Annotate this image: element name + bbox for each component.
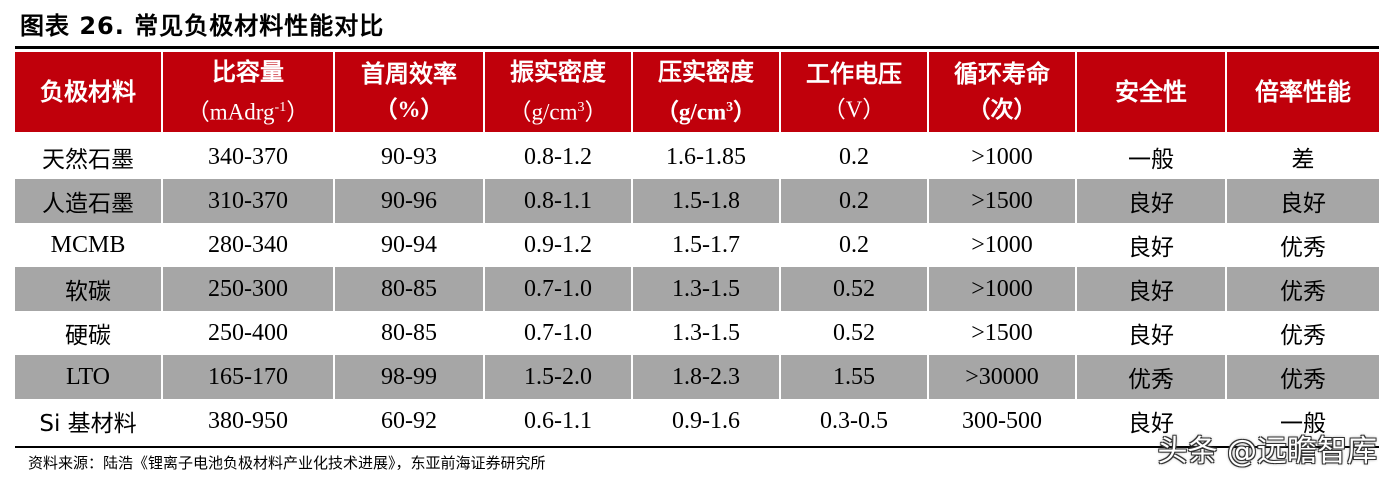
table-header-row: 负极材料 比容量 （mAdrg-1） 首周效率 （%） 振实密度 （g/cm3）…: [15, 52, 1379, 132]
cell-capacity: 250-400: [163, 311, 335, 355]
table-row: Si 基材料 380-950 60-92 0.6-1.1 0.9-1.6 0.3…: [15, 399, 1379, 443]
cell-capacity: 340-370: [163, 132, 335, 179]
cell-efficiency: 60-92: [335, 399, 485, 443]
cell-efficiency: 90-93: [335, 132, 485, 179]
cell-material: Si 基材料: [15, 399, 163, 443]
header-safety: 安全性: [1077, 52, 1227, 132]
cell-tap-density: 0.6-1.1: [485, 399, 633, 443]
cell-tap-density: 0.9-1.2: [485, 223, 633, 267]
cell-material: 人造石墨: [15, 179, 163, 223]
table-row: 天然石墨 340-370 90-93 0.8-1.2 1.6-1.85 0.2 …: [15, 132, 1379, 179]
cell-rate: 优秀: [1227, 355, 1379, 399]
cell-compaction-density: 1.8-2.3: [633, 355, 781, 399]
header-voltage: 工作电压 （V）: [781, 52, 929, 132]
table-row: MCMB 280-340 90-94 0.9-1.2 1.5-1.7 0.2 >…: [15, 223, 1379, 267]
cell-efficiency: 80-85: [335, 267, 485, 311]
cell-cycle-life: >1000: [929, 267, 1077, 311]
cell-rate: 优秀: [1227, 267, 1379, 311]
cell-voltage: 0.3-0.5: [781, 399, 929, 443]
header-compaction-density: 压实密度 （g/cm3）: [633, 52, 781, 132]
cell-efficiency: 90-94: [335, 223, 485, 267]
cell-material: 软碳: [15, 267, 163, 311]
cell-capacity: 165-170: [163, 355, 335, 399]
cell-efficiency: 98-99: [335, 355, 485, 399]
cell-safety: 良好: [1077, 179, 1227, 223]
cell-efficiency: 80-85: [335, 311, 485, 355]
cell-capacity: 380-950: [163, 399, 335, 443]
title-divider: [15, 46, 1379, 49]
table-row: LTO 165-170 98-99 1.5-2.0 1.8-2.3 1.55 >…: [15, 355, 1379, 399]
cell-compaction-density: 1.5-1.7: [633, 223, 781, 267]
cell-voltage: 0.52: [781, 311, 929, 355]
cell-tap-density: 1.5-2.0: [485, 355, 633, 399]
cell-material: LTO: [15, 355, 163, 399]
anode-materials-table: 负极材料 比容量 （mAdrg-1） 首周效率 （%） 振实密度 （g/cm3）…: [15, 52, 1379, 443]
cell-material: 硬碳: [15, 311, 163, 355]
cell-voltage: 0.52: [781, 267, 929, 311]
cell-tap-density: 0.8-1.2: [485, 132, 633, 179]
cell-cycle-life: >30000: [929, 355, 1077, 399]
header-first-efficiency: 首周效率 （%）: [335, 52, 485, 132]
figure-title: 图表 26. 常见负极材料性能对比: [20, 12, 385, 40]
cell-rate: 差: [1227, 132, 1379, 179]
cell-compaction-density: 1.3-1.5: [633, 267, 781, 311]
cell-voltage: 0.2: [781, 179, 929, 223]
cell-voltage: 1.55: [781, 355, 929, 399]
cell-capacity: 310-370: [163, 179, 335, 223]
cell-cycle-life: >1500: [929, 179, 1077, 223]
table-row: 人造石墨 310-370 90-96 0.8-1.1 1.5-1.8 0.2 >…: [15, 179, 1379, 223]
cell-safety: 良好: [1077, 311, 1227, 355]
cell-cycle-life: >1500: [929, 311, 1077, 355]
cell-compaction-density: 1.6-1.85: [633, 132, 781, 179]
cell-cycle-life: 300-500: [929, 399, 1077, 443]
cell-tap-density: 0.8-1.1: [485, 179, 633, 223]
watermark-text: 头条 @远瞻智库: [1157, 434, 1377, 469]
cell-compaction-density: 1.5-1.8: [633, 179, 781, 223]
header-tap-density: 振实密度 （g/cm3）: [485, 52, 633, 132]
cell-capacity: 280-340: [163, 223, 335, 267]
cell-tap-density: 0.7-1.0: [485, 267, 633, 311]
cell-safety: 一般: [1077, 132, 1227, 179]
cell-safety: 良好: [1077, 223, 1227, 267]
cell-voltage: 0.2: [781, 132, 929, 179]
cell-tap-density: 0.7-1.0: [485, 311, 633, 355]
cell-voltage: 0.2: [781, 223, 929, 267]
cell-cycle-life: >1000: [929, 132, 1077, 179]
cell-compaction-density: 0.9-1.6: [633, 399, 781, 443]
cell-safety: 良好: [1077, 399, 1227, 443]
cell-safety: 良好: [1077, 267, 1227, 311]
cell-material: MCMB: [15, 223, 163, 267]
cell-cycle-life: >1000: [929, 223, 1077, 267]
cell-compaction-density: 1.3-1.5: [633, 311, 781, 355]
header-cycle-life: 循环寿命 （次）: [929, 52, 1077, 132]
cell-rate: 优秀: [1280, 235, 1326, 261]
cell-efficiency: 90-96: [335, 179, 485, 223]
table-row: 软碳 250-300 80-85 0.7-1.0 1.3-1.5 0.52 >1…: [15, 267, 1379, 311]
source-note: 资料来源：陆浩《锂离子电池负极材料产业化技术进展》，东亚前海证券研究所: [28, 454, 546, 472]
header-material: 负极材料: [15, 52, 163, 132]
header-capacity: 比容量 （mAdrg-1）: [163, 52, 335, 132]
table-row: 硬碳 250-400 80-85 0.7-1.0 1.3-1.5 0.52 >1…: [15, 311, 1379, 355]
cell-rate: 一般: [1280, 411, 1326, 437]
cell-rate: 良好: [1227, 179, 1379, 223]
cell-material: 天然石墨: [15, 132, 163, 179]
cell-rate: 优秀: [1280, 323, 1326, 349]
header-rate-performance: 倍率性能: [1227, 52, 1379, 132]
bottom-divider: [15, 446, 1379, 448]
cell-safety: 优秀: [1077, 355, 1227, 399]
cell-capacity: 250-300: [163, 267, 335, 311]
